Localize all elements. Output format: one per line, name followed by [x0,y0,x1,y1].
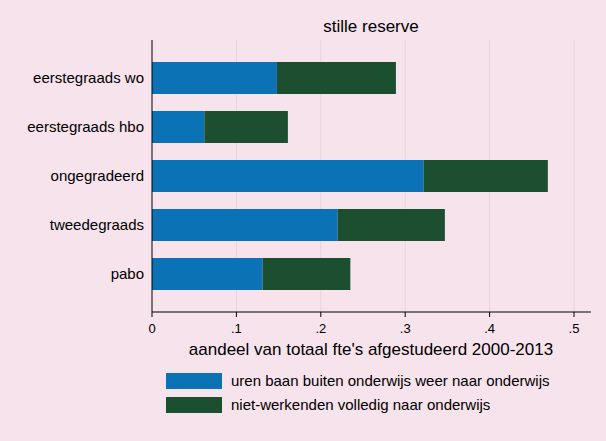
tick-label: .4 [484,321,495,336]
legend-label: uren baan buiten onderwijs weer naar ond… [231,372,550,389]
chart: stille reserve 0 .1 .2 .3 .4 .5 eerstegraads wo… [0,0,606,441]
tick-mark [236,312,237,317]
tick-mark [152,312,153,317]
bar [152,111,204,143]
y-axis [152,40,153,312]
legend-swatch [166,373,222,389]
category-label: tweedegraads [50,216,144,233]
category-label: pabo [111,265,144,282]
tick-mark [405,312,406,317]
tick-mark [574,312,575,317]
bar [152,209,338,241]
tick-label: .5 [569,321,580,336]
grid-line [574,40,575,312]
x-axis-label: aandeel van totaal fte's afgestudeerd 20… [189,340,553,359]
title: stille reserve [323,17,418,36]
category-label: eerstegraads wo [33,69,144,86]
legend-swatch [166,397,222,413]
tick-label: .3 [400,321,411,336]
background [0,0,606,441]
bar [152,258,263,290]
bar [424,160,548,192]
category-label: eerstegraads hbo [27,118,144,135]
legend-label: niet-werkenden volledig naar onderwijs [231,396,490,413]
category-label: ongegradeerd [51,167,144,184]
bar [338,209,445,241]
bars [152,62,548,290]
bar [152,62,277,94]
tick-label: .1 [231,321,242,336]
bar [152,160,424,192]
bar [263,258,351,290]
tick-mark [489,312,490,317]
bar [277,62,396,94]
tick-mark [320,312,321,317]
tick-label: 0 [148,321,155,336]
tick-label: .2 [315,321,326,336]
bar [204,111,288,143]
x-axis [152,312,591,313]
